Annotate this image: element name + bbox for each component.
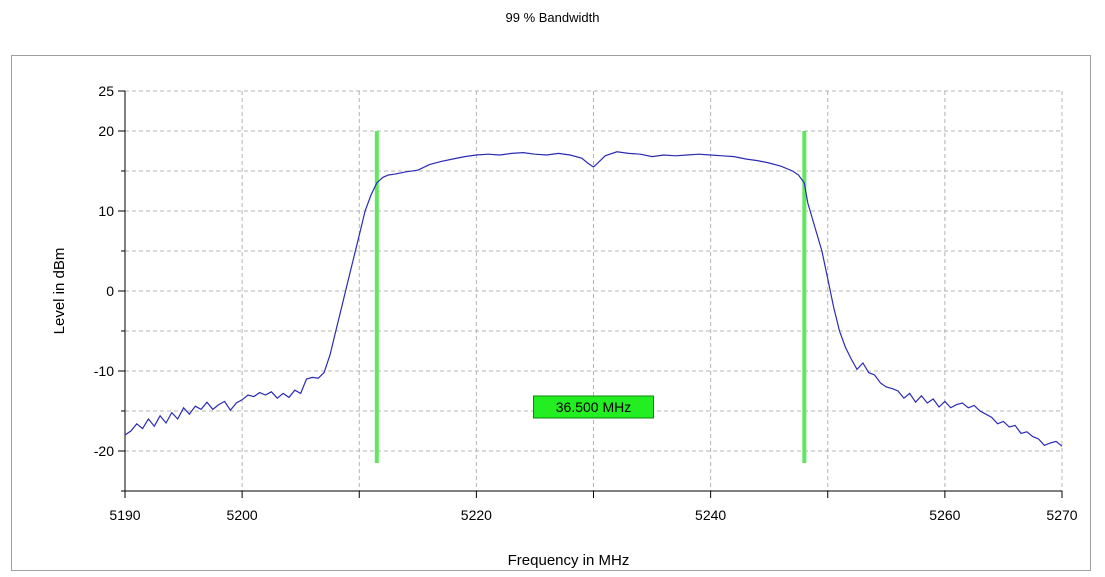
x-tick-label: 5200 [227,507,258,523]
y-axis-title: Level in dBm [51,248,68,335]
x-tick-label: 5190 [109,507,140,523]
y-tick-label: 25 [98,83,114,99]
y-tick-label: 20 [98,123,114,139]
tick-labels: 25 20 10 0 -10 -20 5190 5200 5220 5240 5260 5270 [94,83,1078,523]
y-tick-label: 10 [98,203,114,219]
x-tick-label: 5270 [1046,507,1077,523]
chart-frame: 36.500 MHz 25 20 10 0 -10 -20 5190 5200 5220 5240… [11,55,1091,571]
plot-area: 36.500 MHz 25 20 10 0 -10 -20 5190 5200 5220 5240… [51,83,1078,569]
axes [118,90,1063,498]
spectrum-trace [124,151,1063,447]
x-tick-label: 5240 [695,507,726,523]
bandwidth-label-box [533,395,654,419]
x-tick-label: 5220 [461,507,492,523]
bandwidth-annotation: 36.500 MHz [533,395,654,419]
x-tick-label: 5260 [929,507,960,523]
x-axis-title: Frequency in MHz [508,552,630,569]
chart-title: 99 % Bandwidth [505,10,600,25]
grid-lines [125,90,1063,491]
y-tick-label: -10 [94,363,114,379]
y-tick-label: 0 [106,283,114,299]
bandwidth-label: 36.500 MHz [556,399,631,415]
y-tick-label: -20 [94,443,114,459]
series-lines [124,151,1063,447]
